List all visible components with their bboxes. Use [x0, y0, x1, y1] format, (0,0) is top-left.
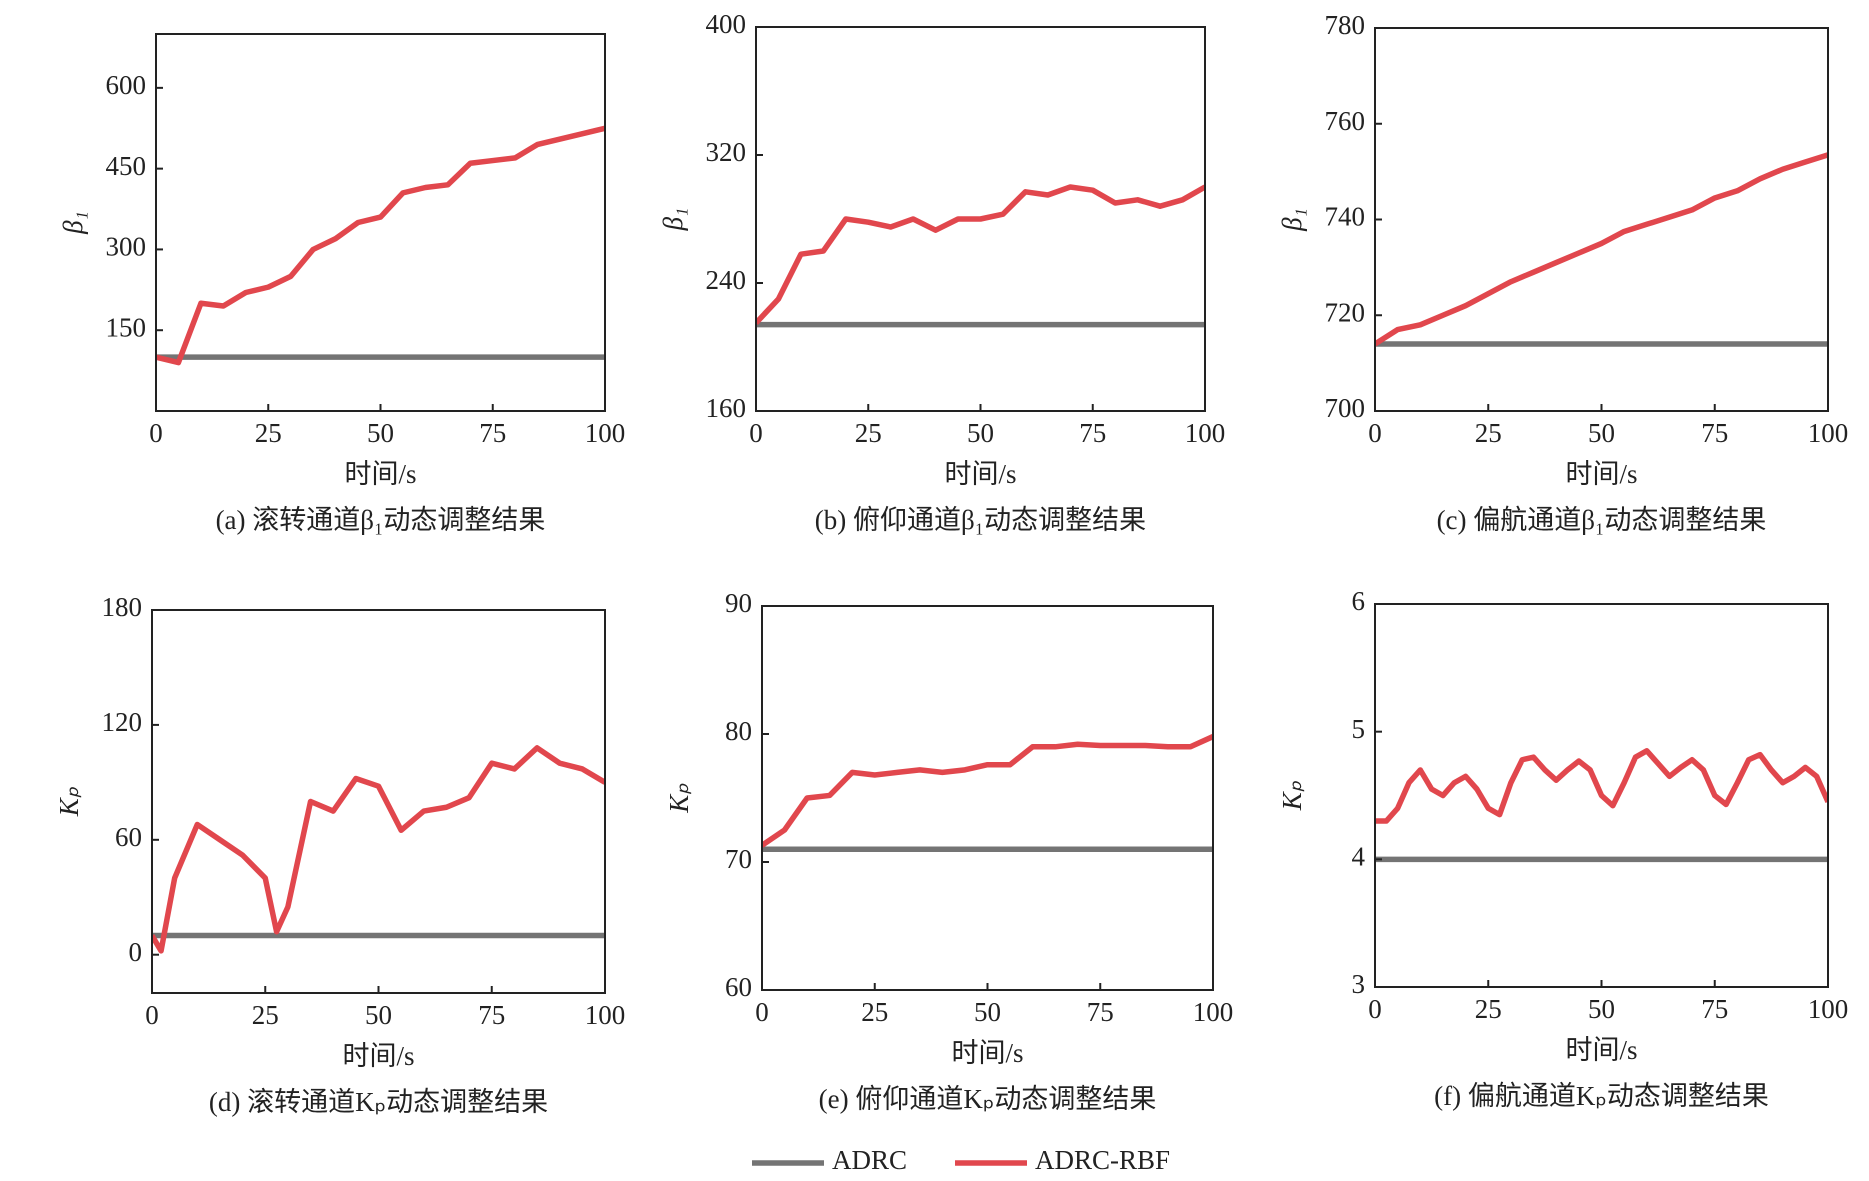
y-tick-label: 600: [106, 70, 147, 100]
x-tick-label: 50: [1588, 418, 1615, 448]
y-tick-label: 400: [706, 9, 747, 39]
y-axis-label: Kₚ: [54, 786, 84, 817]
chart-title: (d) 滚转通道Kₚ动态调整结果: [209, 1087, 548, 1117]
x-tick-label: 100: [585, 1000, 626, 1030]
y-tick-label: 300: [106, 232, 147, 262]
y-axis-label: β₁: [1277, 208, 1307, 232]
series-line: [1375, 748, 1828, 824]
series-line: [762, 734, 1213, 848]
y-tick-label: 740: [1325, 202, 1366, 232]
x-tick-label: 0: [149, 418, 163, 448]
x-tick-label: 25: [252, 1000, 279, 1030]
x-tick-label: 75: [1701, 418, 1728, 448]
x-tick-label: 100: [585, 418, 626, 448]
y-tick-label: 4: [1352, 842, 1366, 872]
chart-title: (e) 俯仰通道Kₚ动态调整结果: [819, 1084, 1157, 1114]
series-line: [1375, 152, 1828, 347]
x-tick-label: 50: [365, 1000, 392, 1030]
x-tick-label: 50: [1588, 994, 1615, 1024]
x-tick-label: 25: [855, 418, 882, 448]
plot-area: [756, 184, 1205, 328]
x-tick-label: 25: [1475, 994, 1502, 1024]
y-tick-label: 120: [102, 707, 143, 737]
series-line: [152, 745, 605, 954]
x-tick-label: 50: [367, 418, 394, 448]
x-tick-label: 25: [1475, 418, 1502, 448]
x-tick-label: 25: [861, 997, 888, 1027]
x-axis-label: 时间/s: [342, 1041, 414, 1071]
x-tick-label: 100: [1808, 418, 1849, 448]
series-line: [756, 184, 1205, 325]
x-tick-label: 0: [755, 997, 769, 1027]
y-tick-label: 150: [106, 312, 147, 342]
axes-frame: [1374, 27, 1829, 412]
x-tick-label: 50: [974, 997, 1001, 1027]
y-tick-label: 320: [706, 137, 747, 167]
y-tick-label: 90: [725, 588, 752, 618]
x-tick-label: 75: [1087, 997, 1114, 1027]
x-tick-label: 0: [749, 418, 763, 448]
chart-title: (c) 偏航通道β₁动态调整结果: [1437, 505, 1767, 535]
y-tick-label: 60: [115, 822, 142, 852]
y-axis-label: β₁: [58, 211, 88, 235]
x-tick-label: 25: [255, 418, 282, 448]
chart-title: (f) 偏航通道Kₚ动态调整结果: [1434, 1081, 1769, 1111]
y-tick-label: 780: [1325, 10, 1366, 40]
x-axis-label: 时间/s: [344, 459, 416, 489]
y-tick-label: 70: [725, 844, 752, 874]
x-tick-label: 100: [1808, 994, 1849, 1024]
y-tick-label: 3: [1352, 969, 1366, 999]
y-tick-label: 6: [1352, 586, 1366, 616]
y-axis-label: β₁: [658, 208, 688, 232]
x-tick-label: 75: [1079, 418, 1106, 448]
legend-label: ADRC: [832, 1145, 907, 1175]
legend-label: ADRC-RBF: [1035, 1145, 1170, 1175]
y-axis-label: Kₚ: [664, 783, 694, 814]
y-tick-label: 160: [706, 393, 747, 423]
y-tick-label: 0: [129, 937, 143, 967]
y-tick-label: 720: [1325, 297, 1366, 327]
y-tick-label: 80: [725, 716, 752, 746]
x-tick-label: 100: [1185, 418, 1226, 448]
y-tick-label: 760: [1325, 106, 1366, 136]
x-tick-label: 0: [145, 1000, 159, 1030]
plot-area: [152, 745, 605, 954]
x-tick-label: 0: [1368, 418, 1382, 448]
x-tick-label: 0: [1368, 994, 1382, 1024]
chart-title: (a) 滚转通道β₁动态调整结果: [216, 505, 546, 535]
plot-area: [156, 125, 605, 366]
plot-area: [1375, 152, 1828, 347]
plot-area: [1375, 748, 1828, 863]
x-axis-label: 时间/s: [1565, 459, 1637, 489]
y-tick-label: 450: [106, 151, 147, 181]
x-axis-label: 时间/s: [951, 1038, 1023, 1068]
y-tick-label: 700: [1325, 393, 1366, 423]
chart-title: (b) 俯仰通道β₁动态调整结果: [815, 505, 1146, 535]
x-tick-label: 100: [1193, 997, 1234, 1027]
y-tick-label: 60: [725, 972, 752, 1002]
x-axis-label: 时间/s: [944, 459, 1016, 489]
x-tick-label: 75: [479, 418, 506, 448]
x-tick-label: 50: [967, 418, 994, 448]
x-tick-label: 75: [478, 1000, 505, 1030]
plot-area: [762, 734, 1213, 852]
x-axis-label: 时间/s: [1565, 1035, 1637, 1065]
y-tick-label: 180: [102, 592, 143, 622]
y-tick-label: 240: [706, 265, 747, 295]
y-tick-label: 5: [1352, 714, 1366, 744]
y-axis-label: Kₚ: [1277, 780, 1307, 811]
x-tick-label: 75: [1701, 994, 1728, 1024]
series-line: [156, 125, 605, 366]
